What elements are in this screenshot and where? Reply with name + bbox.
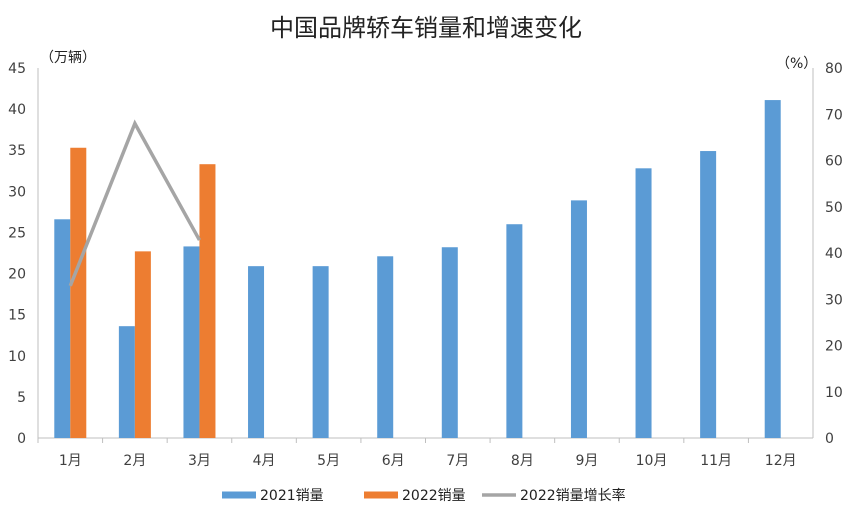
right-tick-label: 0 <box>825 431 834 447</box>
chart-title: 中国品牌轿车销量和增速变化 <box>270 14 582 42</box>
x-tick-label: 2月 <box>123 453 146 469</box>
right-tick-label: 60 <box>825 154 843 170</box>
bar-2021销量 <box>764 100 781 439</box>
legend-label: 2022销量 <box>402 488 466 504</box>
x-tick-label: 4月 <box>253 453 276 469</box>
x-tick-label: 7月 <box>446 453 469 469</box>
bar-2021销量 <box>377 256 394 438</box>
right-tick-label: 30 <box>825 292 843 308</box>
left-tick-label: 40 <box>8 102 26 118</box>
x-tick-label: 5月 <box>317 453 340 469</box>
bar-2021销量 <box>248 266 265 438</box>
x-tick-label: 6月 <box>382 453 405 469</box>
bar-2022销量 <box>134 251 151 438</box>
left-tick-label: 10 <box>8 349 26 365</box>
right-tick-label: 10 <box>825 385 843 401</box>
bar-2021销量 <box>441 247 458 438</box>
legend-label: 2021销量 <box>260 488 324 504</box>
growth-line <box>68 119 201 287</box>
bar-2022销量 <box>199 164 216 438</box>
x-tick-label: 9月 <box>575 453 598 469</box>
bar-2021销量 <box>570 200 587 438</box>
right-tick-label: 20 <box>825 339 843 355</box>
axes: 0 5 10 15 20 25 30 35 40 45 0 10 20 30 40 50 60 70 80 1月 2月 3… <box>8 61 843 469</box>
bar-2021销量 <box>183 246 200 438</box>
right-tick-label: 50 <box>825 200 843 216</box>
left-tick-label: 30 <box>8 184 26 200</box>
legend-label: 2022销量增长率 <box>520 487 626 504</box>
left-axis-unit: （万辆） <box>40 50 96 66</box>
bar-2021销量 <box>700 151 717 439</box>
left-tick-label: 20 <box>8 267 26 283</box>
left-tick-label: 5 <box>17 390 26 406</box>
bar-2021销量 <box>506 224 523 438</box>
right-axis-unit: （%） <box>776 56 817 72</box>
x-tick-label: 8月 <box>511 453 534 469</box>
right-tick-label: 40 <box>825 246 843 262</box>
x-tick-label: 12月 <box>765 453 797 469</box>
x-tick-label: 1月 <box>59 453 82 469</box>
left-tick-label: 45 <box>8 61 26 77</box>
left-tick-label: 35 <box>8 143 26 159</box>
bar-2021销量 <box>118 326 135 438</box>
bar-2021销量 <box>312 266 329 438</box>
left-tick-label: 0 <box>17 431 26 447</box>
bar-2022销量 <box>70 147 87 438</box>
bar-2021销量 <box>635 168 652 439</box>
bar-2021销量 <box>54 219 71 438</box>
x-tick-label: 11月 <box>700 453 732 469</box>
legend: 2021销量 2022销量 2022销量增长率 <box>222 487 626 504</box>
right-tick-label: 70 <box>825 107 843 123</box>
left-tick-label: 25 <box>8 225 26 241</box>
left-tick-label: 15 <box>8 308 26 324</box>
right-tick-label: 80 <box>825 61 843 77</box>
bars <box>54 100 781 439</box>
x-tick-label: 3月 <box>188 453 211 469</box>
x-tick-label: 10月 <box>636 453 668 469</box>
